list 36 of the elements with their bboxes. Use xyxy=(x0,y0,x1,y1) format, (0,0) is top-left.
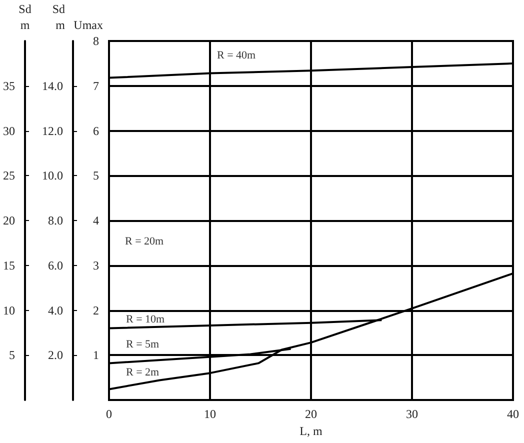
y-tick-label: 5 xyxy=(9,348,15,362)
y-tick-label: 10 xyxy=(3,303,15,318)
x-tick-label: 40 xyxy=(507,407,519,421)
y-tick-label: 35 xyxy=(3,78,15,93)
y3-tick-label: 8 xyxy=(93,34,99,48)
x-tick-label: 0 xyxy=(106,407,112,421)
y3-tick-label: 1 xyxy=(93,348,99,362)
y2-tick-label: 12.0 xyxy=(42,124,63,138)
y3-axis-title: Umax xyxy=(74,18,103,32)
x-tick-label: 30 xyxy=(406,407,418,421)
x-axis-title: L, m xyxy=(300,424,323,438)
y2-tick-label: 2.0 xyxy=(48,348,63,362)
y2-tick-label: 6.0 xyxy=(48,258,63,272)
x-tick-label: 10 xyxy=(204,407,216,421)
y2-tick-label: 14.0 xyxy=(42,78,63,93)
y-tick-label: 30 xyxy=(3,124,15,138)
series-label: R = 10m xyxy=(126,314,166,326)
y2-axis-title: Sd m xyxy=(52,2,66,32)
y-tick-label: 20 xyxy=(3,214,15,228)
y3-tick-label: 6 xyxy=(93,124,99,138)
y-axis-title: Sd m xyxy=(18,2,32,32)
y3-tick-label: 2 xyxy=(93,303,99,318)
y-tick-label: 25 xyxy=(3,168,15,183)
series-label: R = 40m xyxy=(217,49,256,62)
y3-tick-label: 5 xyxy=(93,168,99,183)
y2-tick-label: 8.0 xyxy=(48,214,63,228)
y-tick-label: 15 xyxy=(3,258,15,272)
y2-tick-label: 4.0 xyxy=(48,303,63,318)
x-tick-label: 20 xyxy=(305,407,317,421)
annotation: R = 20m xyxy=(125,236,164,248)
y3-tick-label: 4 xyxy=(93,214,99,228)
series-label: R = 5m xyxy=(126,338,160,351)
y3-tick-label: 3 xyxy=(93,258,99,272)
series-label: R = 2m xyxy=(126,366,160,379)
y2-tick-label: 10.0 xyxy=(42,168,63,183)
y3-tick-label: 7 xyxy=(93,78,99,93)
